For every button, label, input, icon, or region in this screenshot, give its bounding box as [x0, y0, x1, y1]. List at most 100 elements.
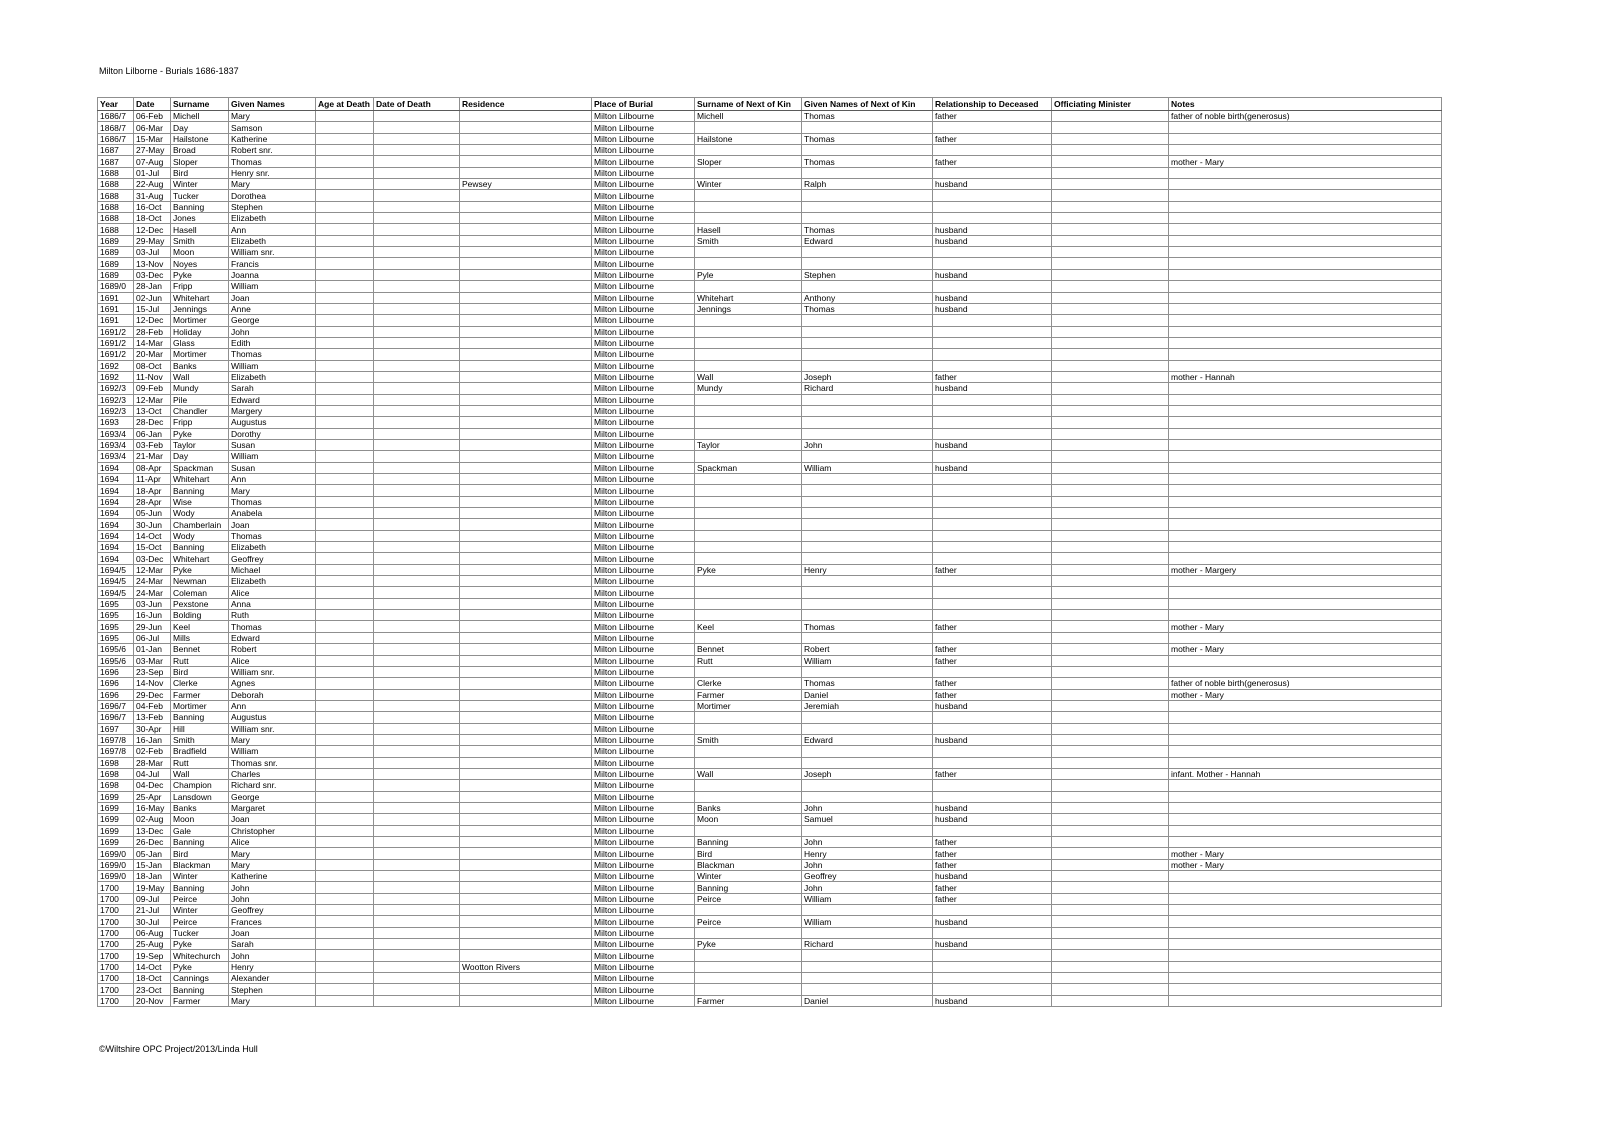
cell-residence	[459, 631, 592, 645]
cell-relationship-to-deceased	[932, 960, 1052, 974]
table-row: 1700 25-Aug Pyke Sarah Milton Lilbourne Pyke R…	[97, 938, 1442, 951]
cell-relationship-to-deceased: husband	[932, 302, 1052, 316]
cell-officiating-minister	[1051, 132, 1169, 146]
table-row: 1694/5 24-Mar Coleman Alice Milton Lilbourne	[97, 586, 1442, 599]
cell-date: 09-Jul	[133, 892, 171, 906]
cell-age-at-death	[315, 484, 374, 497]
cell-date: 03-Dec	[133, 268, 171, 282]
cell-officiating-minister	[1051, 404, 1169, 418]
cell-age-at-death	[315, 382, 374, 395]
cell-surname: Mundy	[170, 382, 229, 395]
table-body: 1686/7 06-Feb Michell Mary Milton Lilbourne M…	[97, 109, 1442, 1008]
cell-officiating-minister	[1051, 291, 1169, 304]
cell-officiating-minister	[1051, 325, 1169, 338]
cell-residence	[459, 472, 592, 486]
cell-residence: Wootton Rivers	[459, 960, 592, 974]
cell-given-names-next-of-kin: Thomas	[801, 223, 933, 236]
table-row: 1696 14-Nov Clerke Agnes Milton Lilbourne Cle…	[97, 677, 1442, 690]
cell-age-at-death	[315, 960, 374, 974]
cell-given-names: Elizabeth	[228, 234, 316, 248]
cell-surname: Mortimer	[170, 348, 229, 361]
cell-surname: Taylor	[170, 438, 229, 452]
cell-date-of-death	[373, 563, 460, 577]
cell-date-of-death	[373, 438, 460, 452]
cell-surname-next-of-kin: Wall	[694, 767, 802, 781]
cell-date: 02-Jun	[133, 291, 171, 304]
cell-age-at-death	[315, 393, 374, 406]
cell-date-of-death	[373, 915, 460, 928]
cell-given-names: Deborah	[228, 688, 316, 701]
cell-notes	[1168, 960, 1442, 974]
cell-residence	[459, 824, 592, 838]
cell-surname-next-of-kin	[694, 495, 802, 509]
cell-officiating-minister	[1051, 370, 1169, 384]
cell-officiating-minister	[1051, 348, 1169, 361]
cell-date-of-death	[373, 983, 460, 996]
cell-surname-next-of-kin: Spackman	[694, 461, 802, 475]
cell-notes	[1168, 416, 1442, 429]
cell-age-at-death	[315, 586, 374, 599]
table-row: 1688 18-Oct Jones Elizabeth Milton Lilbourne	[97, 212, 1442, 225]
cell-officiating-minister	[1051, 109, 1169, 123]
cell-surname-next-of-kin: Mundy	[694, 382, 802, 395]
cell-year: 1700	[97, 938, 134, 951]
cell-date-of-death	[373, 541, 460, 554]
table-row: 1694 30-Jun Chamberlain Joan Milton Lilbourn…	[97, 518, 1442, 531]
column-header-date-of-death: Date of Death	[373, 97, 460, 111]
cell-given-names-next-of-kin	[801, 189, 933, 202]
cell-place-of-burial: Milton Lilbourne	[591, 643, 695, 656]
cell-year: 1688	[97, 200, 134, 214]
cell-notes	[1168, 291, 1442, 304]
cell-surname-next-of-kin	[694, 359, 802, 372]
cell-date-of-death	[373, 336, 460, 350]
cell-residence	[459, 144, 592, 157]
cell-notes	[1168, 382, 1442, 395]
cell-surname-next-of-kin	[694, 280, 802, 293]
cell-place-of-burial: Milton Lilbourne	[591, 325, 695, 338]
cell-place-of-burial: Milton Lilbourne	[591, 790, 695, 803]
table-row: 1691 15-Jul Jennings Anne Milton Lilbourne Je…	[97, 302, 1442, 316]
cell-given-names: William snr.	[228, 246, 316, 259]
cell-given-names-next-of-kin: John	[801, 881, 933, 894]
cell-place-of-burial: Milton Lilbourne	[591, 994, 695, 1008]
cell-surname: Bennet	[170, 643, 229, 656]
table-row: 1691 02-Jun Whitehart Joan Milton Lilbourne W…	[97, 291, 1442, 304]
cell-relationship-to-deceased	[932, 529, 1052, 543]
cell-notes	[1168, 223, 1442, 236]
cell-place-of-burial: Milton Lilbourne	[591, 960, 695, 974]
cell-notes	[1168, 234, 1442, 248]
cell-date: 15-Oct	[133, 541, 171, 554]
cell-surname: Keel	[170, 620, 229, 633]
cell-given-names-next-of-kin: Robert	[801, 643, 933, 656]
cell-year: 1700	[97, 904, 134, 917]
cell-surname: Bird	[170, 847, 229, 860]
cell-given-names: Katherine	[228, 132, 316, 146]
cell-notes	[1168, 212, 1442, 225]
cell-residence	[459, 484, 592, 497]
cell-surname: Banning	[170, 983, 229, 996]
cell-year: 1694	[97, 529, 134, 543]
table-row: 1697/8 16-Jan Smith Mary Milton Lilbourne Smi…	[97, 733, 1442, 747]
cell-age-at-death	[315, 438, 374, 452]
cell-relationship-to-deceased: father	[932, 892, 1052, 906]
cell-place-of-burial: Milton Lilbourne	[591, 507, 695, 520]
cell-date: 22-Aug	[133, 178, 171, 191]
cell-surname: Banks	[170, 801, 229, 815]
cell-relationship-to-deceased	[932, 416, 1052, 429]
cell-officiating-minister	[1051, 983, 1169, 996]
cell-surname: Banning	[170, 835, 229, 849]
cell-year: 1700	[97, 892, 134, 906]
cell-surname-next-of-kin	[694, 472, 802, 486]
cell-given-names-next-of-kin	[801, 507, 933, 520]
cell-date: 12-Dec	[133, 314, 171, 327]
cell-age-at-death	[315, 507, 374, 520]
column-header-date: Date	[133, 97, 171, 111]
cell-date: 01-Jan	[133, 643, 171, 656]
cell-place-of-burial: Milton Lilbourne	[591, 575, 695, 588]
cell-year: 1691	[97, 291, 134, 304]
cell-surname: Gale	[170, 824, 229, 838]
cell-surname-next-of-kin: Pyle	[694, 268, 802, 282]
column-header-notes: Notes	[1168, 97, 1442, 111]
cell-given-names-next-of-kin: Anthony	[801, 291, 933, 304]
table-row: 1694 05-Jun Wody Anabela Milton Lilbourne	[97, 507, 1442, 520]
